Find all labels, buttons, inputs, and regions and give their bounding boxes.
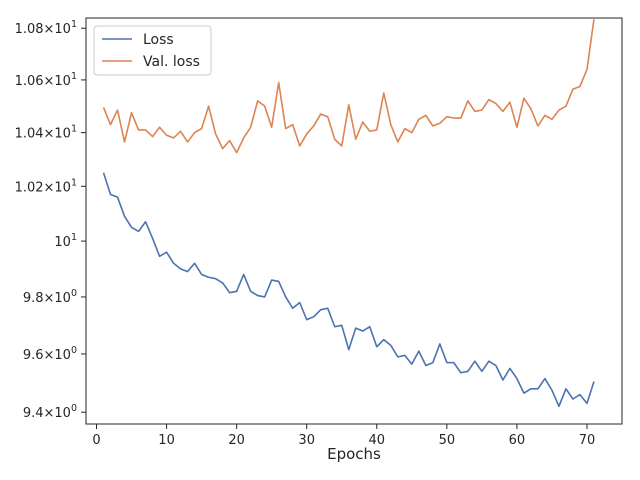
legend: Loss Val. loss bbox=[93, 25, 212, 76]
x-tick-label: 50 bbox=[439, 433, 456, 448]
legend-label-loss: Loss bbox=[143, 32, 174, 48]
series-layer bbox=[102, 19, 595, 408]
x-axis-label: Epochs bbox=[327, 445, 381, 463]
y-axis: 9.4×100 9.6×100 9.8×100 101 1.02×101 1.04×101… bbox=[15, 19, 86, 421]
y-tick-label: 9.4×100 bbox=[23, 403, 77, 421]
x-tick-label: 10 bbox=[158, 433, 175, 448]
x-tick-label: 20 bbox=[228, 433, 245, 448]
plot-frame bbox=[85, 17, 623, 425]
y-tick-label: 1.02×101 bbox=[15, 177, 77, 195]
x-tick-label: 30 bbox=[298, 433, 315, 448]
y-tick-label: 9.6×100 bbox=[23, 345, 77, 363]
y-tick-label: 101 bbox=[54, 232, 77, 250]
y-tick-label: 1.06×101 bbox=[15, 71, 77, 89]
x-tick-label: 60 bbox=[509, 433, 526, 448]
legend-label-val-loss: Val. loss bbox=[143, 54, 200, 70]
y-tick-label: 1.08×101 bbox=[15, 19, 77, 37]
x-axis: 0 10 20 30 40 50 60 70 bbox=[92, 424, 595, 448]
y-tick-label: 9.8×100 bbox=[23, 288, 77, 306]
x-tick-label: 70 bbox=[579, 433, 596, 448]
series-line-val-loss bbox=[102, 19, 595, 154]
x-tick-label: 40 bbox=[368, 433, 385, 448]
y-tick-label: 1.04×101 bbox=[15, 124, 77, 142]
series-line-loss bbox=[102, 172, 595, 408]
x-tick-label: 0 bbox=[92, 433, 100, 448]
